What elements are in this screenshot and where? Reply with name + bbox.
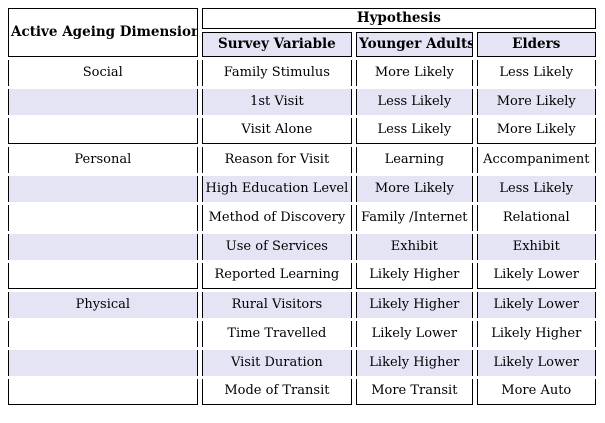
younger-adults-cell: Less Likely (356, 89, 473, 115)
dimension-cell (8, 89, 198, 115)
younger-adults-cell: Less Likely (356, 118, 473, 144)
survey-variable-cell: 1st Visit (201, 89, 353, 115)
table-row: Use of Services Exhibit Exhibit (8, 234, 596, 260)
dimension-cell (8, 263, 198, 289)
dimension-cell (8, 350, 198, 376)
dimension-cell: Personal (8, 147, 198, 173)
younger-adults-cell: Likely Higher (356, 292, 473, 318)
dimension-cell: Physical (8, 292, 198, 318)
younger-adults-cell: More Likely (356, 176, 473, 202)
younger-adults-cell: Likely Lower (356, 321, 473, 347)
hypothesis-header: Hypothesis (201, 8, 596, 29)
younger-adults-cell: More Likely (356, 60, 473, 86)
younger-adults-cell: More Transit (356, 379, 473, 405)
table-row: Visit Alone Less Likely More Likely (8, 118, 596, 144)
table-row: Time Travelled Likely Lower Likely Highe… (8, 321, 596, 347)
survey-variable-cell: Reported Learning (201, 263, 353, 289)
table-row: Reported Learning Likely Higher Likely L… (8, 263, 596, 289)
survey-variable-cell: Rural Visitors (201, 292, 353, 318)
dimension-header: Active Ageing Dimension (8, 8, 198, 57)
header-row-top: Active Ageing Dimension Hypothesis (8, 8, 596, 57)
survey-variable-cell: Family Stimulus (201, 60, 353, 86)
column-header-elders: Elders (476, 32, 596, 57)
elders-cell: Likely Higher (476, 321, 596, 347)
elders-cell: Likely Lower (476, 350, 596, 376)
table-row: Personal Reason for Visit Learning Accom… (8, 147, 596, 173)
table-body: Social Family Stimulus More Likely Less … (8, 60, 596, 405)
table-header: Active Ageing Dimension Hypothesis Surve… (8, 8, 596, 57)
survey-variable-cell: Reason for Visit (201, 147, 353, 173)
table-row: Method of Discovery Family /Internet Rel… (8, 205, 596, 231)
elders-cell: Relational (476, 205, 596, 231)
survey-variable-cell: Visit Alone (201, 118, 353, 144)
elders-cell: More Auto (476, 379, 596, 405)
table-row: Visit Duration Likely Higher Likely Lowe… (8, 350, 596, 376)
table-row: High Education Level More Likely Less Li… (8, 176, 596, 202)
dimension-cell (8, 234, 198, 260)
dimension-cell (8, 321, 198, 347)
younger-adults-cell: Likely Higher (356, 263, 473, 289)
elders-cell: Less Likely (476, 176, 596, 202)
header-row-columns: Survey Variable Younger Adults Elders (8, 32, 596, 57)
survey-variable-cell: Visit Duration (201, 350, 353, 376)
survey-variable-cell: High Education Level (201, 176, 353, 202)
elders-cell: Accompaniment (476, 147, 596, 173)
survey-variable-cell: Mode of Transit (201, 379, 353, 405)
younger-adults-cell: Exhibit (356, 234, 473, 260)
table-row: 1st Visit Less Likely More Likely (8, 89, 596, 115)
elders-cell: Likely Lower (476, 292, 596, 318)
dimension-cell (8, 118, 198, 144)
elders-cell: Likely Lower (476, 263, 596, 289)
dimension-cell: Social (8, 60, 198, 86)
elders-cell: Less Likely (476, 60, 596, 86)
dimension-cell (8, 379, 198, 405)
dimension-cell (8, 205, 198, 231)
table-row: Social Family Stimulus More Likely Less … (8, 60, 596, 86)
column-header-survey-variable: Survey Variable (201, 32, 353, 57)
survey-variable-cell: Use of Services (201, 234, 353, 260)
column-header-younger-adults: Younger Adults (356, 32, 473, 57)
survey-variable-cell: Method of Discovery (201, 205, 353, 231)
table-row: Mode of Transit More Transit More Auto (8, 379, 596, 405)
elders-cell: More Likely (476, 89, 596, 115)
younger-adults-cell: Likely Higher (356, 350, 473, 376)
hypothesis-table: Active Ageing Dimension Hypothesis Surve… (4, 5, 600, 408)
dimension-cell (8, 176, 198, 202)
elders-cell: More Likely (476, 118, 596, 144)
table-row: Physical Rural Visitors Likely Higher Li… (8, 292, 596, 318)
elders-cell: Exhibit (476, 234, 596, 260)
survey-variable-cell: Time Travelled (201, 321, 353, 347)
younger-adults-cell: Learning (356, 147, 473, 173)
younger-adults-cell: Family /Internet (356, 205, 473, 231)
